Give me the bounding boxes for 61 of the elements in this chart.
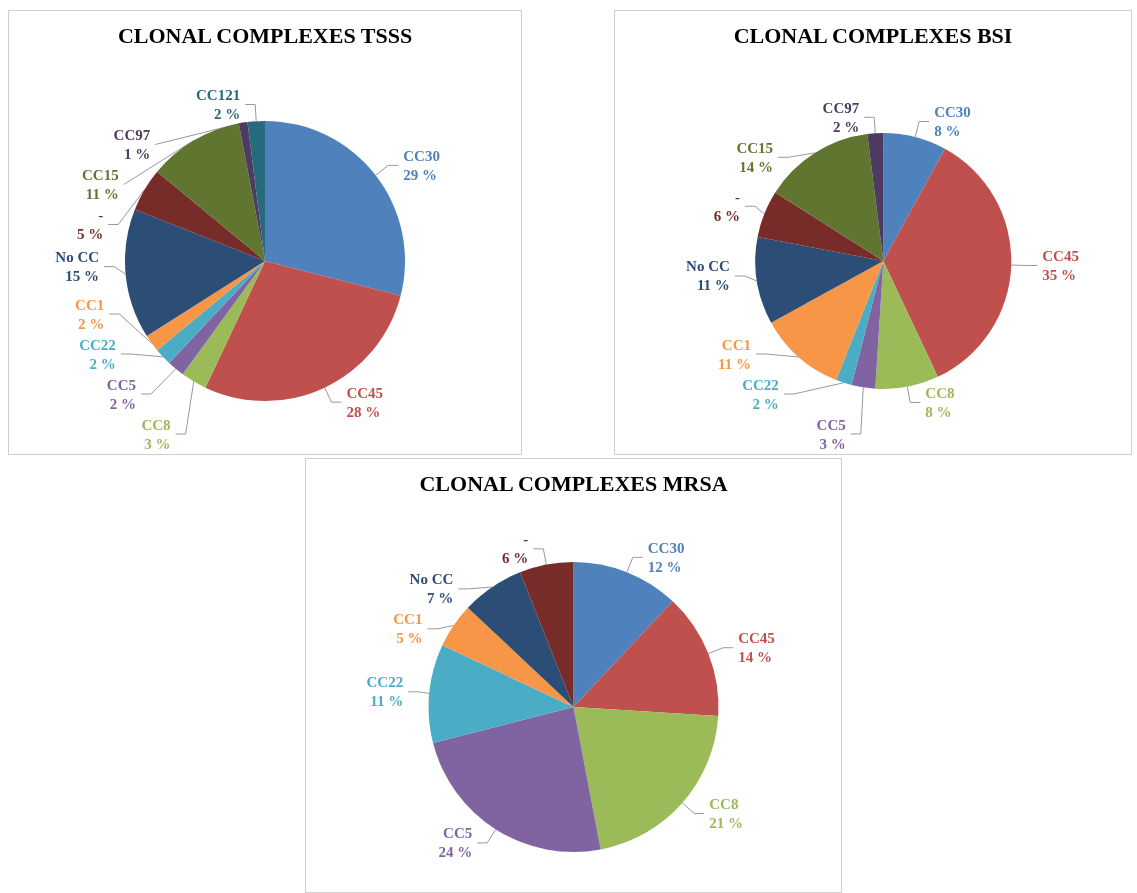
slice-label: No CC — [55, 249, 100, 266]
data-label: 2 % — [109, 395, 136, 412]
slice-label: - — [523, 531, 529, 548]
data-label: 11 % — [718, 355, 751, 372]
slice-label: CC15 — [736, 139, 774, 156]
slice-label: CC15 — [82, 167, 119, 184]
data-label: 6 % — [713, 207, 741, 224]
data-label: 21 % — [709, 814, 744, 831]
slice-label: No CC — [686, 258, 730, 275]
slice-label: - — [735, 188, 741, 205]
data-label: 15 % — [65, 268, 100, 285]
slice-label: - — [98, 207, 104, 224]
data-label: 2 % — [833, 118, 860, 135]
data-label: 14 % — [738, 649, 772, 666]
data-label: 29 % — [403, 166, 438, 183]
slice-label: CC30 — [403, 147, 440, 164]
chart-title: CLONAL COMPLEXES BSI — [733, 22, 1013, 48]
slice-label: CC121 — [196, 87, 241, 104]
slice-label: CC22 — [79, 336, 116, 353]
slice-label: CC5 — [443, 825, 473, 842]
slice-label: CC45 — [346, 384, 384, 401]
data-label: 28 % — [346, 403, 381, 420]
slice-label: CC5 — [106, 376, 136, 393]
data-label: 2 % — [213, 106, 241, 123]
data-label: 5 % — [77, 226, 104, 243]
slice-label: CC22 — [742, 376, 779, 393]
slice-label: CC30 — [647, 539, 685, 556]
slice-label: CC1 — [75, 296, 105, 313]
data-label: 24 % — [438, 844, 473, 861]
data-label: 7 % — [427, 590, 454, 607]
data-label: 1 % — [124, 146, 151, 163]
slice-label: CC1 — [721, 336, 751, 353]
data-label: 3 % — [144, 435, 171, 452]
slice-label: CC22 — [366, 674, 404, 691]
data-label: 11 % — [696, 277, 730, 294]
data-label: 8 % — [934, 123, 961, 140]
slice-label: CC97 — [113, 127, 151, 144]
slice-label: CC8 — [141, 416, 171, 433]
data-label: 11 % — [370, 693, 404, 710]
chart-title: CLONAL COMPLEXES TSSS — [117, 22, 413, 48]
slice-label: CC5 — [816, 416, 846, 433]
data-label: 14 % — [739, 158, 774, 175]
data-label: 3 % — [819, 435, 846, 452]
data-label: 2 % — [78, 315, 105, 332]
chart-title: CLONAL COMPLEXES MRSA — [419, 470, 728, 496]
data-label: 8 % — [925, 403, 952, 420]
data-label: 12 % — [647, 558, 682, 575]
slice-label: CC97 — [822, 99, 860, 116]
slice-label: CC8 — [709, 795, 739, 812]
slice-label: CC45 — [738, 630, 775, 647]
data-label: 11 % — [85, 186, 119, 203]
data-label: 5 % — [396, 630, 423, 647]
slice-label: CC8 — [925, 384, 955, 401]
slice-label: CC1 — [393, 611, 423, 628]
data-label: 6 % — [502, 550, 529, 567]
data-label: 35 % — [1042, 267, 1076, 284]
data-label: 2 % — [752, 395, 779, 412]
slice-label: CC30 — [934, 104, 971, 121]
slice-label: CC45 — [1042, 248, 1079, 265]
slice-label: No CC — [409, 571, 454, 588]
data-label: 2 % — [89, 355, 116, 372]
